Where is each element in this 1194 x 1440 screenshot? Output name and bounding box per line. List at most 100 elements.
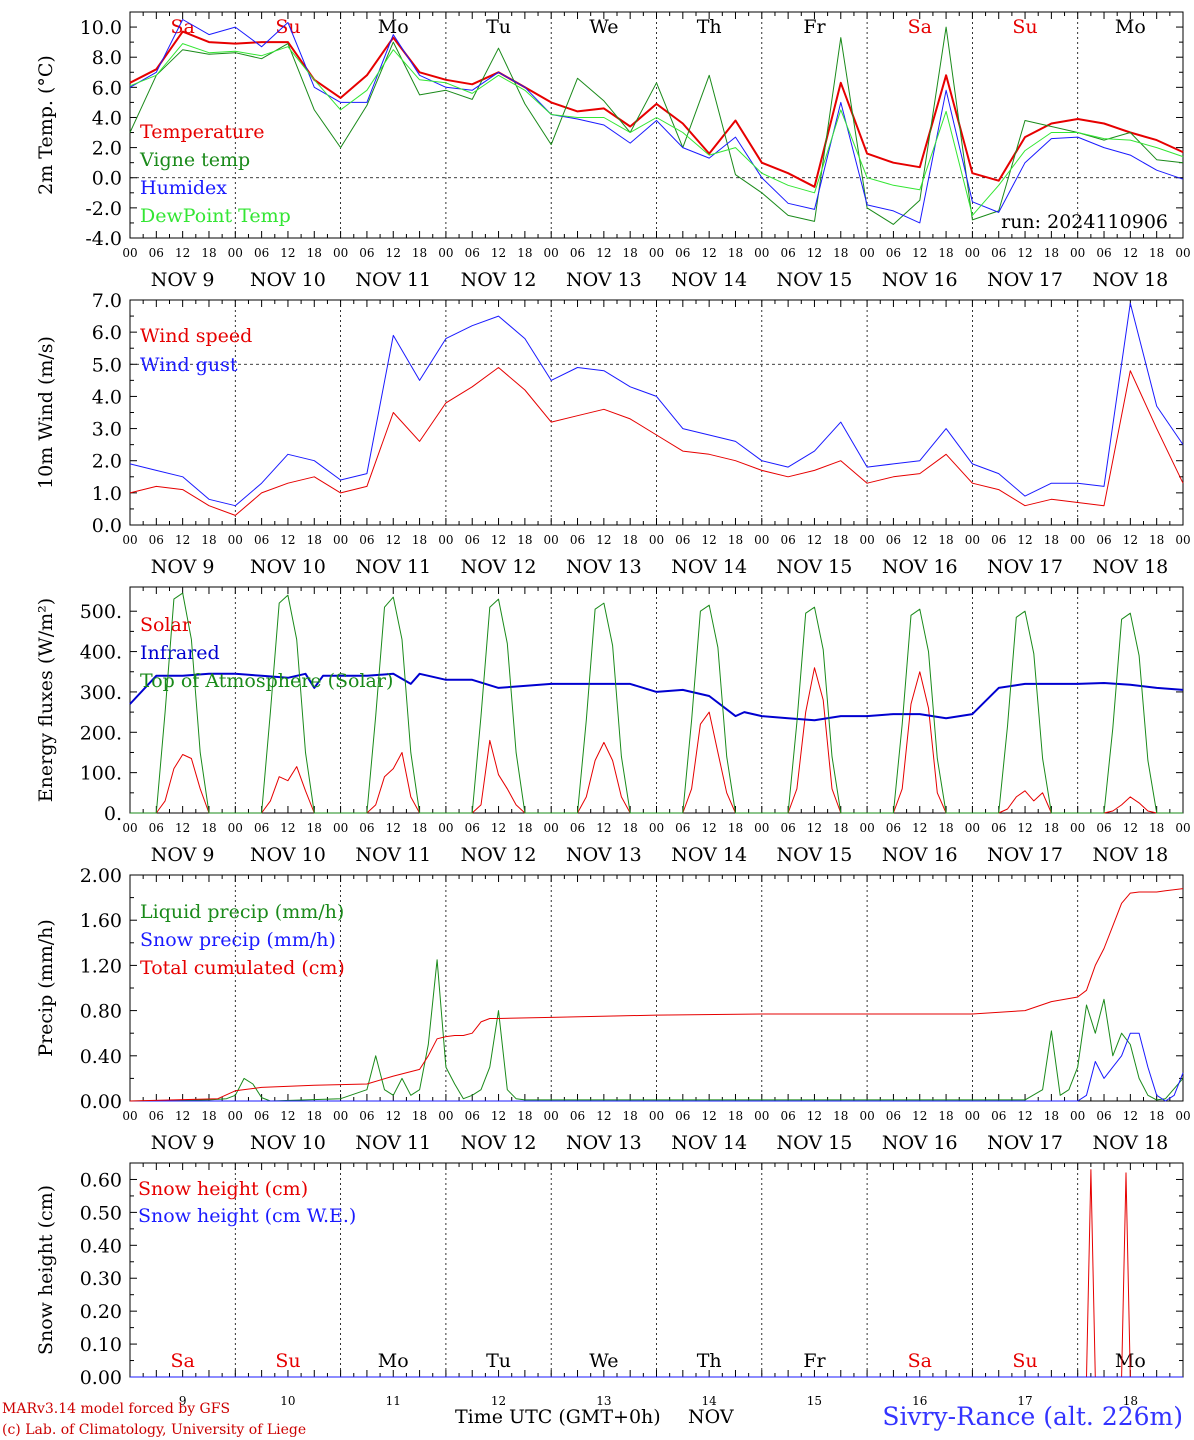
hour-tick-label: 06 xyxy=(675,1109,690,1123)
hour-tick-label: 00 xyxy=(859,533,874,547)
weekday-label: Su xyxy=(1012,1350,1037,1372)
y-tick-label: 2.0 xyxy=(92,138,122,160)
hour-tick-label: 12 xyxy=(386,246,401,260)
series-line-2 xyxy=(130,592,1183,814)
hour-tick-label: 12 xyxy=(702,1109,717,1123)
hour-tick-label: 06 xyxy=(1096,533,1111,547)
day-number-label: 11 xyxy=(386,1394,401,1408)
date-label: NOV 12 xyxy=(461,556,537,578)
hour-tick-label: 00 xyxy=(965,821,980,835)
hour-tick-label: 06 xyxy=(675,533,690,547)
hour-tick-label: 18 xyxy=(728,533,743,547)
date-label: NOV 16 xyxy=(882,844,958,866)
hour-tick-label: 18 xyxy=(833,821,848,835)
y-tick-label: 0.00 xyxy=(80,1367,122,1389)
hour-tick-label: 06 xyxy=(991,1109,1006,1123)
hour-tick-label: 18 xyxy=(307,1109,322,1123)
y-tick-label: 10.0 xyxy=(80,17,122,39)
y-tick-label: 8.0 xyxy=(92,47,122,69)
y-tick-label: 100. xyxy=(80,763,122,785)
hour-tick-label: 12 xyxy=(386,1109,401,1123)
hour-tick-label: 00 xyxy=(965,533,980,547)
hour-tick-label: 00 xyxy=(228,821,243,835)
hour-tick-label: 18 xyxy=(623,533,638,547)
hour-tick-label: 00 xyxy=(859,821,874,835)
hour-tick-label: 12 xyxy=(175,821,190,835)
weekday-label: Tu xyxy=(486,1350,511,1372)
hour-tick-label: 06 xyxy=(1096,821,1111,835)
hour-tick-label: 12 xyxy=(912,1109,927,1123)
hour-tick-label: 12 xyxy=(1123,1109,1138,1123)
hour-tick-label: 00 xyxy=(544,533,559,547)
date-label: NOV 15 xyxy=(777,844,853,866)
weekday-label: Tu xyxy=(486,16,511,38)
legend-entry: DewPoint Temp xyxy=(140,205,291,227)
legend-entry: Liquid precip (mm/h) xyxy=(140,901,344,923)
hour-tick-label: 18 xyxy=(833,1109,848,1123)
date-label: NOV 12 xyxy=(461,269,537,291)
hour-tick-label: 18 xyxy=(938,533,953,547)
hour-tick-label: 00 xyxy=(649,246,664,260)
hour-tick-label: 00 xyxy=(754,1109,769,1123)
model-credit: MARv3.14 model forced by GFS xyxy=(2,1401,230,1417)
y-tick-label: 1.0 xyxy=(92,483,122,505)
hour-tick-label: 12 xyxy=(702,533,717,547)
date-label: NOV 11 xyxy=(355,556,431,578)
hour-tick-label: 06 xyxy=(780,821,795,835)
series-line-1 xyxy=(129,672,1184,722)
hour-tick-label: 00 xyxy=(965,246,980,260)
hour-tick-label: 18 xyxy=(938,821,953,835)
hour-tick-label: 06 xyxy=(675,821,690,835)
hour-tick-label: 00 xyxy=(228,533,243,547)
y-tick-label: 1.60 xyxy=(80,910,122,932)
hour-tick-label: 06 xyxy=(359,533,374,547)
y-tick-label: 6.0 xyxy=(92,77,122,99)
hour-tick-label: 06 xyxy=(1096,246,1111,260)
date-label: NOV 17 xyxy=(987,556,1063,578)
legend-entry: Top of Atmosphere (Solar) xyxy=(140,670,393,692)
y-tick-label: 4.0 xyxy=(92,386,122,408)
y-tick-label: 500. xyxy=(80,601,122,623)
hour-tick-label: 00 xyxy=(438,533,453,547)
chart-panel-3: 500. 400. 300. 200. 100. 0. Energy fluxes (W/m… xyxy=(35,586,1191,866)
date-label: NOV 16 xyxy=(882,1132,958,1154)
hour-tick-label: 00 xyxy=(228,246,243,260)
date-label: NOV 18 xyxy=(1092,1132,1168,1154)
y-tick-label: 0.60 xyxy=(80,1169,122,1191)
y-tick-label: 300. xyxy=(80,682,122,704)
hour-tick-label: 00 xyxy=(1070,1109,1085,1123)
hour-tick-label: 18 xyxy=(517,1109,532,1123)
y-tick-label: 0.20 xyxy=(80,1301,122,1323)
date-label: NOV 10 xyxy=(250,844,326,866)
date-label: NOV 15 xyxy=(777,269,853,291)
y-tick-label: 0.00 xyxy=(80,1091,122,1113)
hour-tick-label: 06 xyxy=(359,1109,374,1123)
y-tick-label: 1.20 xyxy=(80,955,122,977)
hour-tick-label: 18 xyxy=(1044,1109,1059,1123)
hour-tick-label: 06 xyxy=(254,246,269,260)
hour-tick-label: 00 xyxy=(859,246,874,260)
plot-frame xyxy=(129,586,1184,814)
hour-tick-label: 00 xyxy=(1070,533,1085,547)
y-tick-label: 0.0 xyxy=(92,515,122,537)
day-number-label: 16 xyxy=(912,1394,927,1408)
hour-tick-label: 00 xyxy=(1175,246,1190,260)
weekday-label: Mo xyxy=(378,1350,409,1372)
hour-tick-label: 00 xyxy=(754,821,769,835)
hour-tick-label: 18 xyxy=(201,1109,216,1123)
y-tick-label: 0.40 xyxy=(80,1235,122,1257)
hour-tick-label: 18 xyxy=(1044,821,1059,835)
hour-tick-label: 18 xyxy=(623,246,638,260)
hour-tick-label: 06 xyxy=(675,246,690,260)
hour-tick-label: 00 xyxy=(544,821,559,835)
y-axis-label: Snow height (cm) xyxy=(35,1185,57,1355)
y-axis-label: 10m Wind (m/s) xyxy=(35,336,57,489)
hour-tick-label: 18 xyxy=(1044,246,1059,260)
y-axis-label: 2m Temp. (°C) xyxy=(35,55,57,195)
hour-tick-label: 12 xyxy=(280,533,295,547)
series-line-2 xyxy=(129,19,1184,224)
date-label: NOV 15 xyxy=(777,556,853,578)
date-label: NOV 10 xyxy=(250,269,326,291)
hour-tick-label: 12 xyxy=(596,821,611,835)
legend-entry: Vigne temp xyxy=(139,149,250,171)
